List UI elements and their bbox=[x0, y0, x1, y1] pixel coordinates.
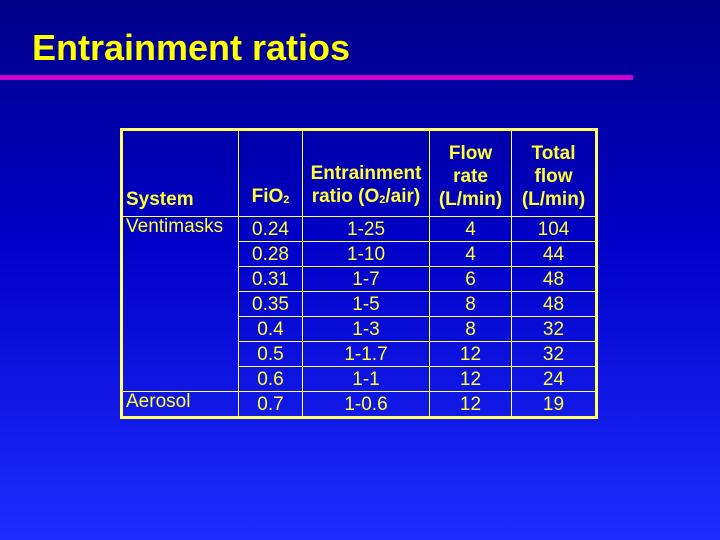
header-total-line1: Total bbox=[531, 143, 576, 164]
cell-ratio: 1-7 bbox=[302, 266, 430, 292]
cell-ratio: 1-1 bbox=[302, 366, 430, 392]
cell-fio2: 0.31 bbox=[238, 266, 303, 292]
cell-total: 19 bbox=[511, 391, 597, 418]
cell-flow: 8 bbox=[429, 291, 512, 317]
cell-system bbox=[121, 316, 239, 342]
cell-flow: 4 bbox=[429, 241, 512, 267]
cell-flow: 12 bbox=[429, 341, 512, 367]
cell-ratio: 1-25 bbox=[302, 216, 430, 242]
cell-system bbox=[121, 241, 239, 267]
cell-total: 48 bbox=[511, 266, 597, 292]
cell-ratio: 1-10 bbox=[302, 241, 430, 267]
cell-system bbox=[121, 291, 239, 317]
cell-fio2: 0.6 bbox=[238, 366, 303, 392]
slide-title: Entrainment ratios bbox=[32, 27, 351, 68]
cell-fio2: 0.24 bbox=[238, 216, 303, 242]
table-row: Aerosol 0.7 1-0.6 12 19 bbox=[121, 391, 597, 418]
cell-fio2: 0.7 bbox=[238, 391, 303, 418]
header-ratio-line2-base: ratio (O bbox=[311, 186, 380, 207]
header-total-flow: Total flow (L/min) bbox=[511, 129, 597, 217]
cell-flow: 4 bbox=[429, 216, 512, 242]
cell-ratio: 1-3 bbox=[302, 316, 430, 342]
title-underline-rule bbox=[0, 75, 633, 80]
cell-total: 44 bbox=[511, 241, 597, 267]
cell-flow: 6 bbox=[429, 266, 512, 292]
table-header-row: System FiO2 Entrainment ratio (O2/air) Fl… bbox=[121, 129, 597, 217]
cell-total: 48 bbox=[511, 291, 597, 317]
table-row: 0.6 1-1 12 24 bbox=[121, 366, 597, 392]
cell-system bbox=[121, 266, 239, 292]
table-row: 0.28 1-10 4 44 bbox=[121, 241, 597, 267]
cell-flow: 12 bbox=[429, 391, 512, 418]
cell-ratio: 1-1.7 bbox=[302, 341, 430, 367]
cell-total: 24 bbox=[511, 366, 597, 392]
cell-flow: 12 bbox=[429, 366, 512, 392]
header-flow-line3: (L/min) bbox=[438, 189, 503, 210]
header-fio2-subscript: 2 bbox=[283, 194, 290, 206]
table-row: Ventimasks 0.24 1-25 4 104 bbox=[121, 216, 597, 242]
header-ratio-line2-tail: /air) bbox=[385, 186, 421, 207]
cell-fio2: 0.4 bbox=[238, 316, 303, 342]
cell-total: 32 bbox=[511, 341, 597, 367]
cell-system bbox=[121, 341, 239, 367]
table-row: 0.5 1-1.7 12 32 bbox=[121, 341, 597, 367]
cell-fio2: 0.28 bbox=[238, 241, 303, 267]
header-ratio-line1: Entrainment bbox=[310, 163, 422, 184]
cell-system: Ventimasks bbox=[121, 216, 239, 242]
header-flow-line2: rate bbox=[453, 166, 488, 187]
header-total-line2: flow bbox=[534, 166, 573, 187]
table-row: 0.4 1-3 8 32 bbox=[121, 316, 597, 342]
cell-flow: 8 bbox=[429, 316, 512, 342]
header-entrainment-ratio: Entrainment ratio (O2/air) bbox=[302, 129, 430, 217]
cell-system: Aerosol bbox=[121, 391, 239, 418]
header-total-line3: (L/min) bbox=[521, 189, 586, 210]
header-flow-rate: Flow rate (L/min) bbox=[429, 129, 512, 217]
table-row: 0.31 1-7 6 48 bbox=[121, 266, 597, 292]
cell-fio2: 0.35 bbox=[238, 291, 303, 317]
entrainment-ratios-table: System FiO2 Entrainment ratio (O2/air) Fl… bbox=[120, 128, 598, 419]
cell-fio2: 0.5 bbox=[238, 341, 303, 367]
cell-total: 32 bbox=[511, 316, 597, 342]
header-flow-line1: Flow bbox=[448, 143, 493, 164]
header-system: System bbox=[121, 129, 239, 217]
cell-system bbox=[121, 366, 239, 392]
header-ratio-subscript: 2 bbox=[379, 194, 386, 206]
table-row: 0.35 1-5 8 48 bbox=[121, 291, 597, 317]
cell-ratio: 1-5 bbox=[302, 291, 430, 317]
header-fio2: FiO2 bbox=[238, 129, 303, 217]
header-fio2-base: FiO bbox=[251, 186, 284, 207]
cell-ratio: 1-0.6 bbox=[302, 391, 430, 418]
cell-total: 104 bbox=[511, 216, 597, 242]
